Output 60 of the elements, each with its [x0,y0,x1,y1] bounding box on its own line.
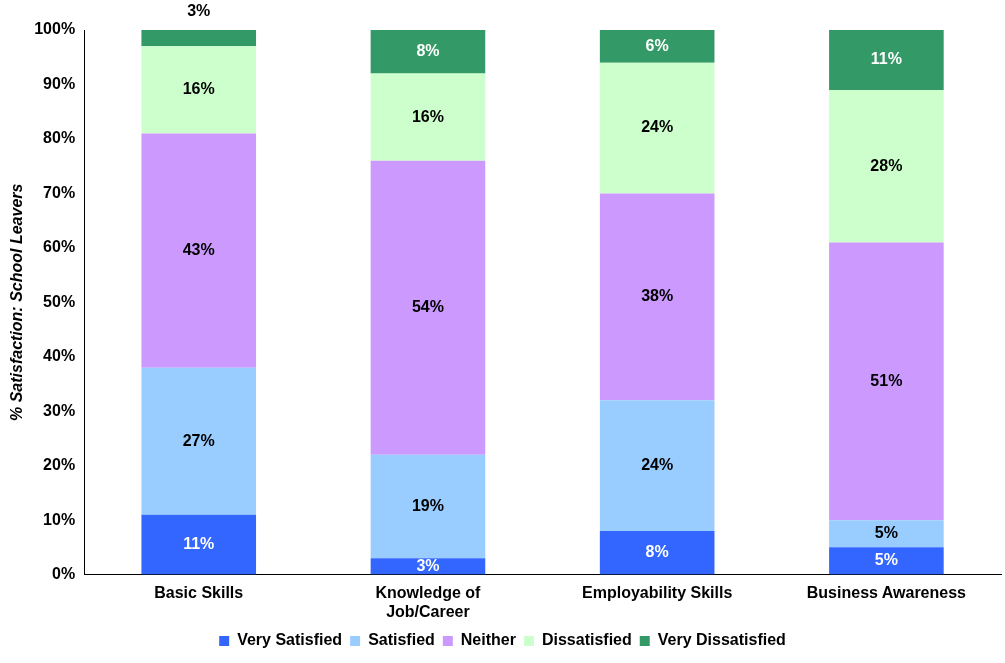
bar [599,62,715,194]
bar [599,531,715,575]
bar [829,547,944,575]
bar [370,454,486,559]
y-tick-label: 40% [43,347,76,365]
data-label: 5% [874,551,898,569]
data-label: 24% [641,456,674,474]
data-label: 24% [641,118,674,136]
legend-label: Satisfied [368,631,435,649]
data-label: 8% [416,42,440,60]
data-label: 3% [416,556,440,574]
legend-label: Very Satisfied [237,631,343,649]
legend-label: Very Dissatisfied [657,631,786,649]
x-tick-label: Employability Skills [582,583,733,601]
bar [141,367,257,515]
bar [829,520,944,548]
data-label: 43% [182,240,215,258]
y-tick-label: 50% [43,292,76,310]
bar [141,46,257,134]
bar [370,160,486,455]
data-label: 6% [645,36,669,54]
y-tick-label: 20% [43,456,76,474]
x-tick-label: Knowledge of Job/Career [375,583,482,620]
x-tick-label: Basic Skills [154,583,244,601]
data-label: 19% [411,496,444,514]
y-tick-label: 30% [43,401,76,419]
x-tick-label: Business Awareness [806,583,967,601]
y-tick-label: 10% [43,510,76,528]
y-tick-label: 90% [43,74,76,92]
data-label: 16% [182,80,215,98]
bar [370,30,486,74]
bar [829,30,944,90]
bar [599,30,715,63]
y-tick-label: 0% [52,565,76,583]
y-tick-label: 100% [34,20,76,38]
data-label: 5% [874,524,898,542]
bar [829,89,944,243]
bar [370,73,486,161]
y-tick-label: 70% [43,183,76,201]
bar [829,242,944,521]
bar [141,30,257,47]
y-tick-label: 60% [43,238,76,256]
data-label: 16% [411,107,444,125]
bar [599,400,715,532]
y-tick-label: 80% [43,129,76,147]
data-label: 51% [870,371,903,389]
legend-label: Neither [460,631,516,649]
bar [141,514,257,575]
data-label: 3% [187,2,211,20]
data-label: 54% [411,298,444,316]
bar [599,193,715,401]
bar [141,133,257,368]
data-label: 28% [870,156,903,174]
data-label: 38% [641,287,674,305]
data-label: 8% [645,543,669,561]
data-label: 11% [870,50,902,68]
data-label: 11% [183,535,215,553]
data-label: 27% [182,431,215,449]
y-axis-title: % Satisfaction: School Leavers [8,183,26,421]
legend-label: Dissatisfied [541,631,632,649]
